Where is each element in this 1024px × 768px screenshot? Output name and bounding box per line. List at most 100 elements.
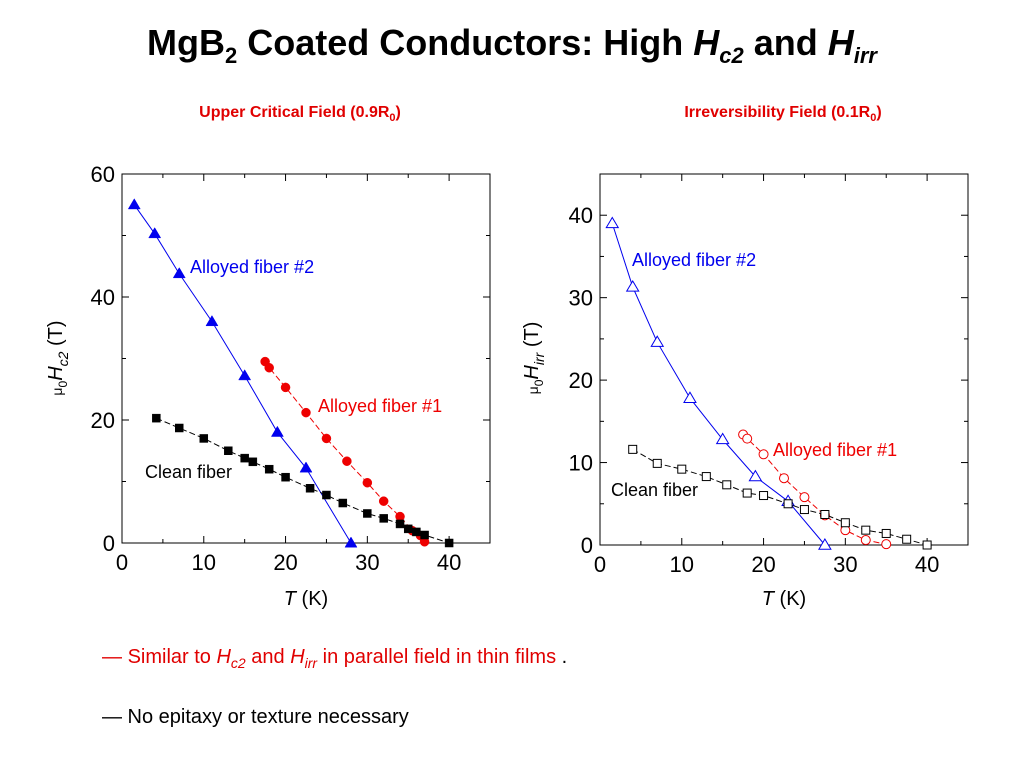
- square-marker: [152, 413, 161, 423]
- series-alloyed-fiber-2: [127, 198, 358, 548]
- triangle-marker: [127, 198, 141, 210]
- square-marker: [444, 538, 454, 548]
- x-axis-label: T (K): [284, 588, 328, 610]
- series-label: Clean fiber: [145, 462, 232, 482]
- y-axis-label: μ0Hirr (T): [521, 322, 547, 395]
- square-marker: [759, 491, 769, 501]
- x-tick-label: 40: [437, 550, 461, 575]
- x-tick-label: 0: [116, 550, 128, 575]
- y-tick-label: 10: [569, 451, 593, 476]
- x-tick-label: 10: [192, 550, 216, 575]
- bullet-no-epitaxy: — No epitaxy or texture necessary: [102, 706, 409, 728]
- circle-marker: [264, 362, 274, 373]
- x-tick-label: 30: [833, 552, 857, 577]
- triangle-marker: [683, 391, 697, 403]
- square-marker: [248, 457, 258, 467]
- square-marker: [338, 498, 348, 508]
- page-title: MgB2 Coated Conductors: High Hc2 and Hir…: [147, 22, 877, 69]
- square-marker: [902, 534, 912, 544]
- circle-marker: [799, 492, 810, 503]
- triangle-marker: [299, 461, 313, 473]
- bullet-similar-to-thin-films: — Similar to Hc2 and Hirr in parallel fi…: [102, 646, 568, 671]
- square-marker: [861, 525, 871, 535]
- series-clean-fiber: [628, 444, 932, 550]
- triangle-marker: [205, 315, 219, 327]
- circle-marker: [301, 407, 311, 418]
- plot-frame: [599, 173, 969, 546]
- square-marker: [199, 434, 209, 443]
- y-tick-label: 60: [91, 162, 115, 187]
- triangle-marker: [605, 216, 620, 229]
- triangle-marker: [818, 538, 832, 550]
- circle-marker: [378, 496, 389, 506]
- x-tick-label: 10: [670, 552, 694, 577]
- triangle-marker: [172, 267, 186, 279]
- circle-marker: [860, 535, 871, 546]
- circle-marker: [758, 449, 769, 460]
- square-marker: [701, 472, 711, 482]
- square-marker: [322, 490, 331, 500]
- y-tick-label: 0: [581, 533, 593, 558]
- series-alloyed-fiber-2: [605, 216, 832, 550]
- circle-marker: [362, 477, 373, 488]
- circle-marker: [779, 473, 789, 484]
- triangle-marker: [238, 369, 252, 381]
- series-label: Alloyed fiber #2: [190, 257, 314, 277]
- series-label: Clean fiber: [611, 480, 698, 500]
- x-tick-label: 0: [594, 552, 606, 577]
- square-marker: [652, 458, 662, 468]
- square-marker: [722, 480, 732, 490]
- circle-marker: [342, 456, 352, 466]
- triangle-marker: [650, 335, 665, 347]
- triangle-marker: [715, 432, 730, 445]
- square-marker: [628, 444, 638, 454]
- x-tick-label: 20: [273, 550, 297, 575]
- triangle-marker: [148, 227, 162, 239]
- square-marker: [264, 464, 274, 474]
- y-tick-label: 0: [103, 531, 115, 556]
- square-marker: [840, 518, 850, 528]
- triangle-marker: [270, 425, 284, 437]
- square-marker: [395, 519, 405, 529]
- triangle-marker: [625, 279, 640, 292]
- y-axis-label: μ0Hc2 (T): [45, 320, 71, 395]
- y-tick-label: 30: [569, 286, 593, 311]
- square-marker: [820, 509, 830, 519]
- triangle-marker: [748, 469, 763, 482]
- circle-marker: [321, 433, 332, 444]
- series-label: Alloyed fiber #1: [318, 396, 442, 416]
- triangle-marker: [344, 536, 358, 548]
- x-axis-label: T (K): [762, 588, 806, 610]
- square-marker: [742, 488, 752, 498]
- y-tick-label: 40: [91, 285, 115, 310]
- subtitle-irreversibility-field: Irreversibility Field (0.1R0): [684, 104, 882, 125]
- circle-marker: [881, 539, 892, 550]
- square-marker: [677, 464, 687, 474]
- square-marker: [922, 540, 932, 550]
- square-marker: [420, 530, 429, 540]
- circle-marker: [280, 382, 291, 393]
- series-line: [133, 204, 352, 544]
- subtitle-upper-critical-field: Upper Critical Field (0.9R0): [199, 104, 401, 125]
- square-marker: [174, 423, 184, 433]
- y-tick-label: 40: [569, 203, 593, 228]
- x-tick-label: 30: [355, 550, 379, 575]
- y-tick-label: 20: [91, 408, 115, 433]
- x-tick-label: 20: [751, 552, 775, 577]
- series-clean-fiber: [152, 413, 454, 548]
- square-marker: [881, 528, 891, 538]
- square-marker: [305, 484, 315, 493]
- y-tick-label: 20: [569, 368, 593, 393]
- square-marker: [224, 446, 233, 455]
- square-marker: [363, 509, 372, 518]
- square-marker: [281, 472, 290, 482]
- series-label: Alloyed fiber #2: [632, 250, 756, 270]
- square-marker: [783, 499, 793, 509]
- series-line: [611, 223, 826, 546]
- circle-marker: [742, 433, 753, 444]
- x-tick-label: 40: [915, 552, 939, 577]
- square-marker: [379, 514, 388, 523]
- series-line: [742, 434, 887, 545]
